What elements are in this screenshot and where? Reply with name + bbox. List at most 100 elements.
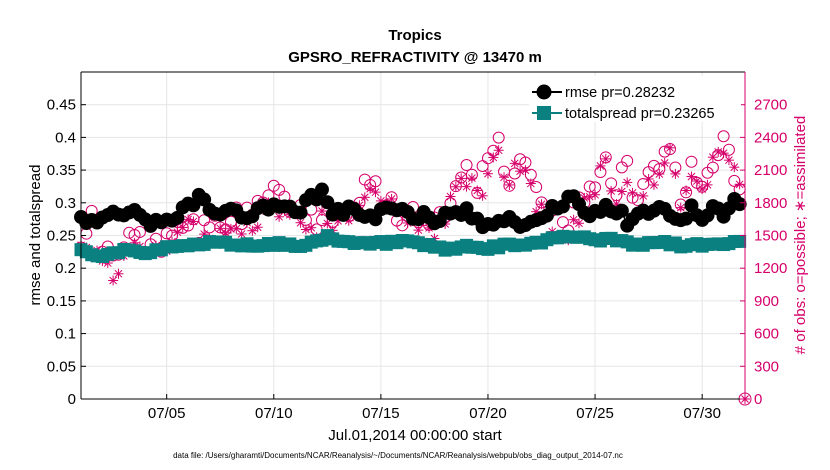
asterisk-stroke <box>227 224 235 233</box>
obs-assimilated-point <box>300 224 311 235</box>
obs-assimilated-point <box>108 275 119 286</box>
obs-assimilated-point <box>520 165 531 176</box>
y2-tick-label: 2100 <box>754 162 787 179</box>
obs-assimilated-point <box>322 218 333 229</box>
chart-title: Tropics <box>388 27 441 44</box>
obs-assimilated-point <box>595 160 606 171</box>
asterisk-stroke <box>730 163 739 172</box>
chart-subtitle: GPSRO_REFRACTIVITY @ 13470 m <box>288 49 542 66</box>
x-tick-label: 07/10 <box>255 405 293 422</box>
rmse-point <box>170 210 185 225</box>
legend-spread-marker <box>537 106 551 120</box>
obs-possible-point <box>685 155 698 168</box>
obs-possible-point <box>369 175 382 188</box>
obs-assimilated-point <box>536 199 547 210</box>
x-tick-label: 07/25 <box>576 405 614 422</box>
obs-assimilated-point <box>456 173 467 184</box>
obs-assimilated-point <box>622 177 633 188</box>
obs-assimilated-point <box>670 168 681 179</box>
obs-assimilated-point <box>681 185 692 196</box>
asterisk-stroke <box>526 179 535 188</box>
obs-assimilated-point <box>365 183 376 194</box>
obs-assimilated-point <box>643 173 654 184</box>
asterisk-stroke <box>639 192 648 200</box>
asterisk-stroke <box>494 146 503 155</box>
obs-assimilated-point <box>659 157 670 168</box>
asterisk-stroke <box>516 167 524 176</box>
asterisk-stroke <box>644 175 653 183</box>
asterisk-stroke <box>687 172 696 181</box>
obs-assimilated-point <box>188 216 199 227</box>
asterisk-stroke <box>371 188 380 197</box>
obs-assimilated-point <box>638 190 649 201</box>
asterisk-stroke <box>725 156 733 165</box>
rmse-point <box>679 211 694 226</box>
obs-assimilated-point <box>499 172 510 183</box>
obs-assimilated-point <box>691 176 702 187</box>
asterisk-stroke <box>462 182 471 191</box>
obs-assimilated-point <box>718 148 729 159</box>
legend-rmse-marker <box>536 84 552 100</box>
obs-assimilated-point <box>252 222 263 233</box>
obs-possible-point <box>492 131 505 144</box>
obs-assimilated-point <box>616 186 627 197</box>
obs-possible-point <box>160 227 173 240</box>
asterisk-stroke <box>344 216 353 225</box>
obs-assimilated-point <box>461 181 472 192</box>
obs-possible-point <box>460 159 473 172</box>
y-tick-label: 0.4 <box>55 129 76 146</box>
obs-assimilated-point <box>236 228 247 239</box>
y2-tick-label: 1500 <box>754 228 787 245</box>
asterisk-stroke <box>248 226 257 235</box>
obs-possible-point <box>717 130 730 143</box>
asterisk-stroke <box>221 228 230 237</box>
rmse-point <box>293 205 308 220</box>
asterisk-stroke <box>719 149 728 158</box>
asterisk-stroke <box>500 173 508 182</box>
asterisk-stroke <box>296 218 305 227</box>
obs-assimilated-point <box>413 225 424 236</box>
y2-tick-label: 1200 <box>754 260 787 277</box>
obs-assimilated-point <box>734 179 745 190</box>
rmse-point <box>314 182 329 197</box>
legend: rmse pr=0.28232 totalspread pr=0.23265 <box>529 76 741 122</box>
obs-assimilated-point <box>488 152 499 163</box>
rmse-point <box>614 203 629 218</box>
asterisk-stroke <box>505 181 514 189</box>
asterisk-stroke <box>478 191 487 200</box>
asterisk-stroke <box>682 186 690 195</box>
asterisk-stroke <box>655 170 664 178</box>
asterisk-stroke <box>446 192 455 201</box>
x-tick-label: 07/15 <box>362 405 400 422</box>
asterisk-stroke <box>323 219 332 228</box>
rmse-point <box>459 201 474 216</box>
y2-tick-label: 1800 <box>754 195 787 212</box>
asterisk-stroke <box>414 226 423 235</box>
y2-tick-label: 0 <box>754 391 762 408</box>
obs-assimilated-point <box>568 214 579 225</box>
obs-possible-point <box>133 225 146 238</box>
obs-possible-point <box>556 216 569 229</box>
obs-assimilated-point <box>306 222 317 233</box>
obs-assimilated-point <box>177 222 188 233</box>
asterisk-stroke <box>451 182 460 191</box>
asterisk-stroke <box>473 186 482 195</box>
obs-assimilated-point <box>220 227 231 238</box>
x-axis-label: Jul.01,2014 00:00:00 start <box>328 427 502 444</box>
asterisk-stroke <box>302 225 310 234</box>
asterisk-stroke <box>109 276 118 285</box>
legend-rmse-label: rmse pr=0.28232 <box>565 85 675 101</box>
obs-assimilated-point <box>509 158 520 169</box>
ticks: 07/05 07/10 07/15 07/20 07/25 07/30 0 0.05 0.1 0.… <box>47 97 788 422</box>
obs-possible-point <box>621 154 634 167</box>
asterisk-stroke <box>623 178 632 187</box>
obs-assimilated-point <box>686 171 697 182</box>
obs-assimilated-point <box>713 146 724 157</box>
y-tick-label: 0.15 <box>47 293 76 310</box>
obs-assimilated-point <box>702 179 713 190</box>
asterisk-stroke <box>468 174 476 183</box>
asterisk-stroke <box>607 187 616 195</box>
asterisk-stroke <box>703 180 712 189</box>
asterisk-stroke <box>569 215 578 224</box>
